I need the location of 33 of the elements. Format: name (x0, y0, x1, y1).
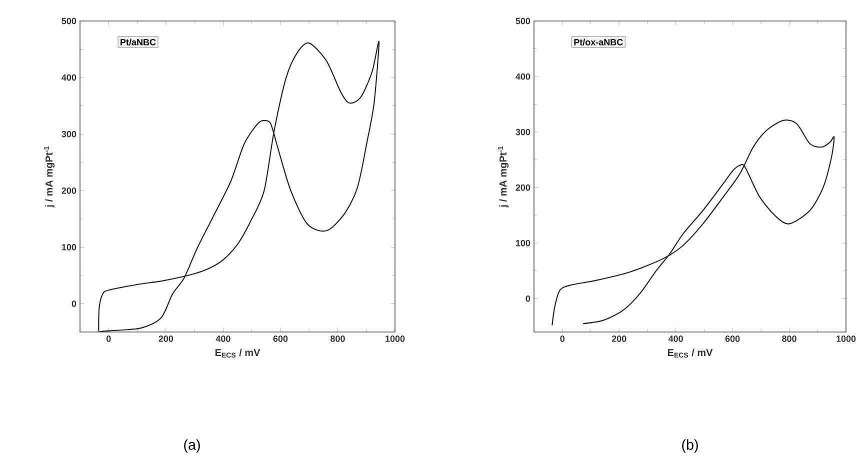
y-tick-label: 300 (516, 128, 530, 136)
x-tick-label: 200 (158, 336, 174, 342)
annotation: Pt/ox-aNBC (574, 38, 623, 46)
y-tick-label: 100 (516, 240, 530, 246)
x-axis-title: E$_{ECS}$ / mV (668, 348, 713, 358)
y-tick-label: 100 (62, 244, 76, 250)
x-tick-label: 800 (782, 336, 796, 342)
text: (b) (682, 439, 698, 453)
line-series (552, 120, 835, 326)
x-tick-label: 0 (560, 336, 565, 342)
y-tick-label: 200 (62, 187, 76, 194)
y-tick-label: 500 (62, 18, 76, 24)
annotation: Pt/aNBC (120, 38, 156, 46)
x-tick-label: 200 (612, 336, 626, 342)
x-tick-label: 1000 (386, 336, 405, 342)
y-tick-label: 500 (516, 18, 530, 24)
y-tick-label: 200 (516, 184, 530, 191)
x-tick-label: 600 (725, 336, 740, 342)
y-tick-label: 300 (62, 130, 76, 138)
x-tick-label: 800 (330, 336, 345, 342)
y-axis-title: j / mA mgPt$^{-1}$ (44, 146, 55, 208)
y-tick-label: 400 (516, 73, 530, 80)
x-tick-label: 1000 (836, 336, 856, 342)
y-tick-label: 0 (526, 295, 530, 302)
x-tick-label: 600 (273, 336, 288, 342)
y-tick-label: 0 (72, 300, 76, 307)
x-tick-label: 400 (216, 336, 230, 342)
x-tick-label: 0 (106, 336, 111, 342)
x-axis-title: E$_{ECS}$ / mV (215, 348, 260, 358)
text: (a) (184, 439, 200, 453)
x-tick-label: 400 (668, 336, 683, 342)
y-axis-title: j / mA mgPt$^{-1}$ (498, 146, 509, 208)
y-tick-label: 400 (62, 74, 76, 81)
